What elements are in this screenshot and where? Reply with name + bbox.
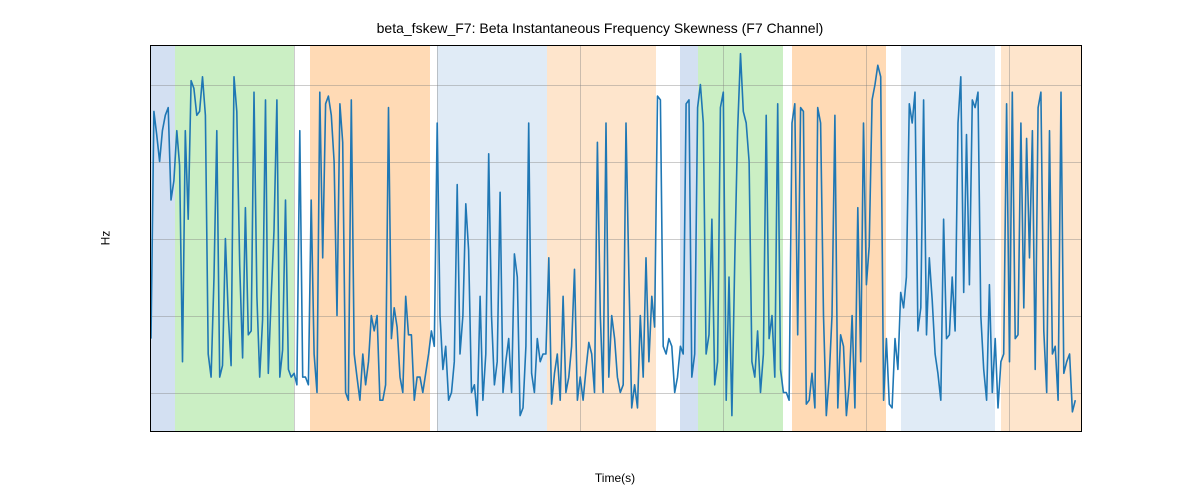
- x-tick-label: 5000: [854, 431, 878, 432]
- y-axis-label: Hz: [95, 45, 115, 430]
- plot-area: -4-2024100020003000400050006000: [150, 45, 1082, 432]
- x-tick-label: 6000: [997, 431, 1021, 432]
- chart-title: beta_fskew_F7: Beta Instantaneous Freque…: [0, 20, 1200, 36]
- x-tick-label: 4000: [711, 431, 735, 432]
- chart-figure: beta_fskew_F7: Beta Instantaneous Freque…: [0, 0, 1200, 500]
- x-axis-label: Time(s): [150, 471, 1080, 485]
- x-tick-label: 2000: [425, 431, 449, 432]
- x-tick-label: 1000: [282, 431, 306, 432]
- series-line: [151, 46, 1081, 431]
- x-tick-label: 3000: [568, 431, 592, 432]
